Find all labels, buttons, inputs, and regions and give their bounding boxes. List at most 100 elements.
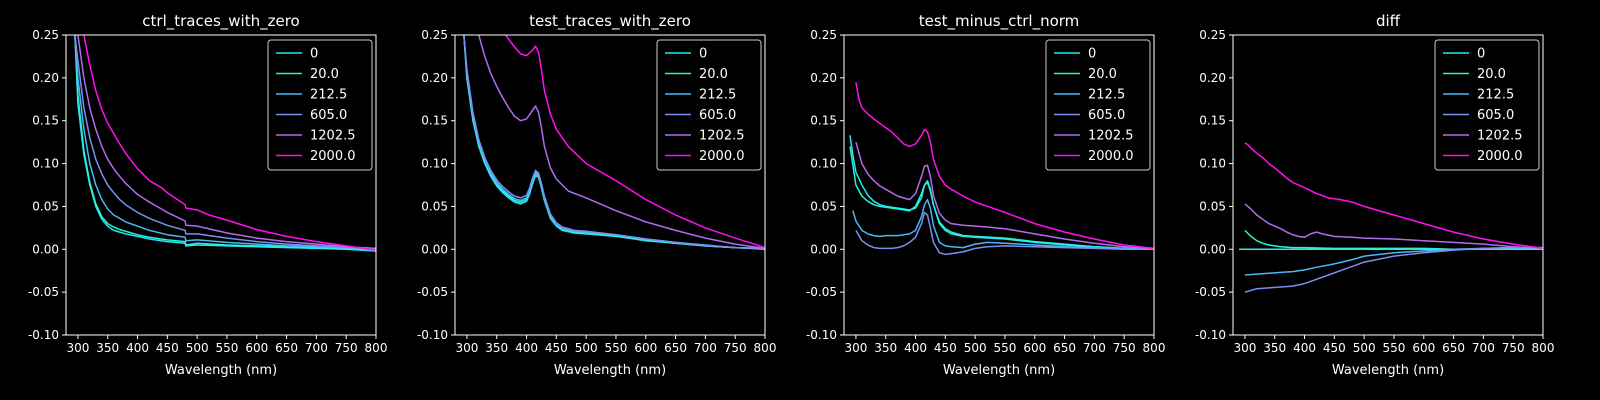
- x-tick-label: 450: [545, 341, 568, 355]
- series-group: [463, 35, 765, 251]
- legend-box: [1434, 39, 1540, 171]
- y-tick-label: 0.15: [810, 114, 837, 128]
- y-tick-label: 0.10: [1199, 157, 1226, 171]
- x-tick-label: 500: [186, 341, 209, 355]
- series-line-2: [74, 35, 376, 250]
- x-tick-label: 500: [1353, 341, 1376, 355]
- y-tick-label: 0.05: [810, 199, 837, 213]
- legend-label-5: 2000.0: [699, 149, 745, 164]
- x-tick-label: 550: [605, 341, 628, 355]
- x-tick-label: 350: [1263, 341, 1286, 355]
- y-tick-label: 0.00: [1199, 242, 1226, 256]
- legend-label-4: 1202.5: [1088, 129, 1134, 144]
- x-tick-label: 650: [275, 341, 298, 355]
- series-line-5: [83, 35, 376, 251]
- y-tick-label: 0.00: [32, 242, 59, 256]
- legend-label-4: 1202.5: [1477, 129, 1523, 144]
- axes-frame: [65, 34, 377, 336]
- legend-label-0: 0: [310, 47, 318, 62]
- legend-label-1: 20.0: [1477, 67, 1506, 82]
- series-line-5: [1244, 142, 1543, 250]
- legend-label-4: 1202.5: [310, 129, 356, 144]
- legend-box: [267, 39, 373, 171]
- x-tick-label: 400: [515, 341, 538, 355]
- legend-label-2: 212.5: [1088, 88, 1125, 103]
- x-tick-label: 650: [1053, 341, 1076, 355]
- x-tick-label: 450: [156, 341, 179, 355]
- x-tick-label: 500: [964, 341, 987, 355]
- x-tick-label: 750: [1502, 341, 1525, 355]
- series-line-4: [1244, 203, 1543, 250]
- legend-label-1: 20.0: [310, 67, 339, 82]
- x-tick-label: 450: [934, 341, 957, 355]
- x-tick-label: 800: [365, 341, 388, 355]
- x-tick-label: 550: [216, 341, 239, 355]
- y-tick-label: 0.25: [1199, 28, 1226, 42]
- x-tick-label: 650: [664, 341, 687, 355]
- x-tick-label: 750: [335, 341, 358, 355]
- legend-label-2: 212.5: [1477, 88, 1514, 103]
- x-tick-label: 600: [245, 341, 268, 355]
- y-tick-label: 0.05: [1199, 199, 1226, 213]
- series-line-1: [849, 146, 1154, 251]
- x-tick-label: 600: [634, 341, 657, 355]
- legend-label-3: 605.0: [699, 108, 736, 123]
- legend-label-0: 0: [1088, 47, 1096, 62]
- y-tick-label: -0.05: [28, 285, 59, 299]
- y-tick-label: 0.15: [1199, 114, 1226, 128]
- chart-title: test_minus_ctrl_norm: [919, 12, 1080, 31]
- legend: 0 20.0 212.5 605.0 1202.5 2000.0: [1045, 39, 1151, 171]
- x-tick-label: 600: [1412, 341, 1435, 355]
- chart-panel-0: 300 350 400 450 500 550 600 650 700 750 800 -0.10 -0…: [28, 12, 388, 378]
- y-tick-label: -0.05: [1195, 285, 1226, 299]
- x-tick-label: 500: [575, 341, 598, 355]
- axes-frame: [1232, 34, 1544, 336]
- series-line-3: [463, 35, 765, 250]
- series-group: [1239, 142, 1543, 293]
- legend: 0 20.0 212.5 605.0 1202.5 2000.0: [1434, 39, 1540, 171]
- legend-label-0: 0: [699, 47, 707, 62]
- y-tick-label: 0.10: [421, 157, 448, 171]
- x-tick-label: 450: [1323, 341, 1346, 355]
- legend-label-5: 2000.0: [1088, 149, 1134, 164]
- axes-frame: [454, 34, 766, 336]
- y-tick-label: 0.20: [32, 71, 59, 85]
- y-tick-label: 0.05: [421, 199, 448, 213]
- x-tick-label: 700: [1472, 341, 1495, 355]
- y-tick-label: 0.20: [1199, 71, 1226, 85]
- x-axis-label: Wavelength (nm): [943, 363, 1055, 378]
- y-tick-label: 0.20: [810, 71, 837, 85]
- y-tick-label: -0.10: [806, 328, 837, 342]
- x-tick-label: 700: [1083, 341, 1106, 355]
- legend-label-3: 605.0: [1477, 108, 1514, 123]
- y-tick-label: 0.15: [32, 114, 59, 128]
- legend-label-5: 2000.0: [1477, 149, 1523, 164]
- x-tick-label: 550: [1383, 341, 1406, 355]
- chart-title: test_traces_with_zero: [529, 12, 691, 31]
- series-line-2: [852, 198, 1154, 251]
- y-tick-label: 0.25: [32, 28, 59, 42]
- y-tick-label: -0.05: [417, 285, 448, 299]
- x-tick-label: 400: [126, 341, 149, 355]
- y-tick-label: -0.10: [28, 328, 59, 342]
- series-line-3: [855, 211, 1154, 256]
- legend-label-0: 0: [1477, 47, 1485, 62]
- x-tick-label: 800: [754, 341, 777, 355]
- y-tick-label: 0.20: [421, 71, 448, 85]
- y-tick-label: 0.00: [421, 242, 448, 256]
- x-tick-label: 300: [455, 341, 478, 355]
- y-tick-label: 0.10: [32, 157, 59, 171]
- y-tick-label: 0.25: [421, 28, 448, 42]
- legend-label-3: 605.0: [1088, 108, 1125, 123]
- legend-label-1: 20.0: [1088, 67, 1117, 82]
- x-tick-label: 400: [1293, 341, 1316, 355]
- x-tick-label: 600: [1023, 341, 1046, 355]
- x-tick-label: 400: [904, 341, 927, 355]
- x-tick-label: 750: [724, 341, 747, 355]
- x-tick-label: 800: [1143, 341, 1166, 355]
- legend-label-1: 20.0: [699, 67, 728, 82]
- x-tick-label: 350: [874, 341, 897, 355]
- x-tick-label: 650: [1442, 341, 1465, 355]
